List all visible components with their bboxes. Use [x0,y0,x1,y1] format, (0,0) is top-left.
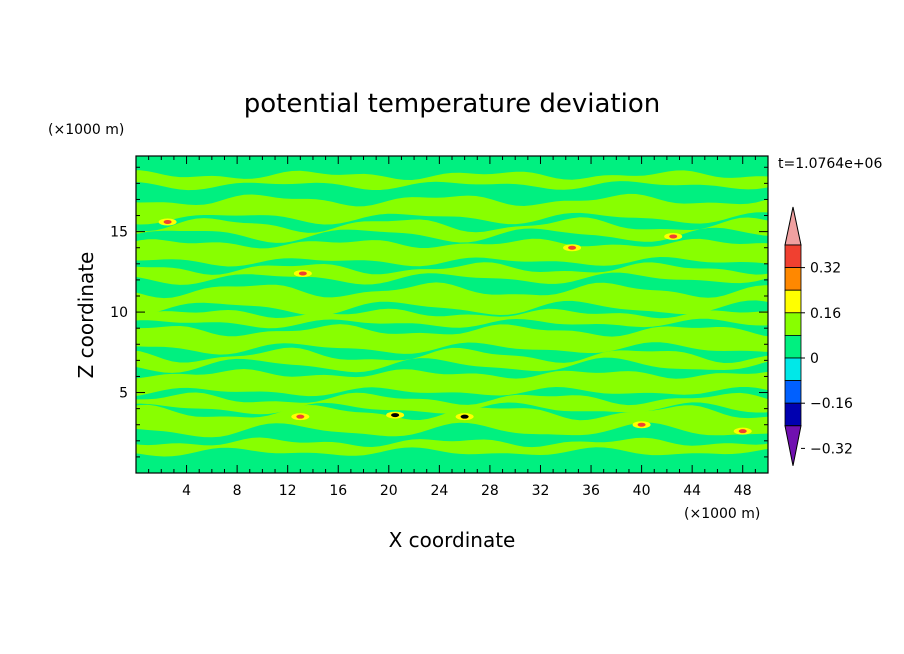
positive-band [136,217,768,243]
y-axis-ticks: 5 10 15 [110,166,768,458]
plot-area [136,156,768,473]
colorbar-segment [784,380,802,404]
positive-band [136,347,768,373]
colorbar-under-arrow [784,425,802,466]
positive-band [136,308,768,329]
x-axis-title: X coordinate [389,528,516,552]
colorbar-label: 0.16 [810,306,841,322]
hotspot [738,429,747,434]
hotspot [391,413,400,418]
positive-band [136,262,768,285]
x-tick-label: 16 [329,483,347,499]
y-units-label: (×1000 m) [48,122,124,138]
hotspot [568,245,577,250]
hotspot [460,414,469,419]
colorbar-label: −0.16 [810,396,853,412]
positive-band [136,193,768,225]
positive-band [136,369,768,397]
x-tick-label: 20 [380,483,398,499]
y-tick-label: 5 [119,386,128,402]
colorbar: 0.32 0.16 0 −0.16 −0.32 [784,206,853,466]
y-tick-label: 10 [110,305,128,321]
colorbar-label: 0 [810,351,819,367]
x-tick-label: 40 [633,483,651,499]
x-tick-label: 48 [734,483,752,499]
y-axis-title: Z coordinate [74,252,98,379]
x-tick-label: 4 [182,483,191,499]
x-tick-label: 8 [233,483,242,499]
hotspot [637,422,646,427]
colorbar-segment [784,334,802,359]
x-tick-label: 28 [481,483,499,499]
time-label: t=1.0764e+06 [778,156,882,172]
chart-title: potential temperature deviation [244,89,660,119]
x-tick-label: 44 [683,483,701,499]
colorbar-segment [784,267,802,291]
x-axis-ticks: 4 8 12 16 20 24 28 32 36 40 44 48 [148,156,756,499]
positive-band [136,437,768,457]
colorbar-label: 0.32 [810,261,841,277]
positive-bands [136,170,768,457]
positive-band [136,324,768,355]
hotspot [163,219,172,224]
positive-band [136,170,768,191]
colorbar-segment [784,402,802,427]
positive-band [136,238,768,267]
colorbar-segment [784,244,802,269]
x-tick-label: 24 [430,483,448,499]
x-units-label: (×1000 m) [684,506,760,522]
hotspots [158,218,752,435]
positive-band [136,392,768,415]
colorbar-segment [784,312,802,336]
positive-band [136,404,768,438]
colorbar-label: −0.32 [810,441,853,457]
colorbar-over-arrow [784,206,802,246]
hotspot [296,414,305,419]
y-tick-label: 15 [110,225,128,241]
colorbar-segment [784,289,802,314]
hotspot [669,234,678,239]
x-tick-label: 32 [532,483,550,499]
colorbar-segment [784,357,802,382]
hotspot [298,271,307,276]
x-tick-label: 36 [582,483,600,499]
x-tick-label: 12 [279,483,297,499]
positive-band [136,282,768,316]
